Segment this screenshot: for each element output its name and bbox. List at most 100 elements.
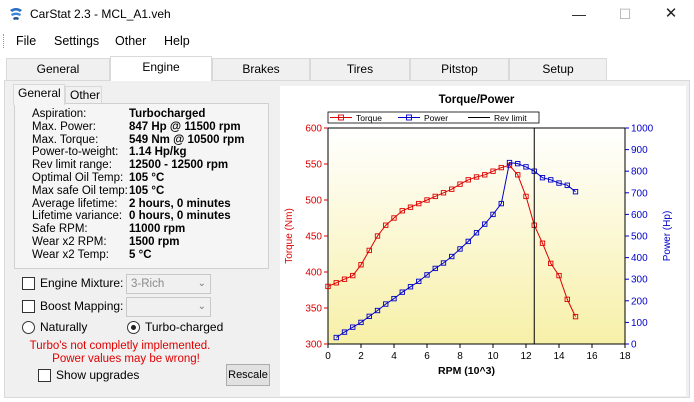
torque-data-point: [333, 280, 339, 286]
y-right-tick-label: 800: [631, 167, 648, 178]
power-data-point: [440, 260, 447, 266]
engine-info-panel: [14, 103, 269, 269]
show-upgrades-checkbox[interactable]: [38, 369, 51, 382]
menu-bar: File Settings Other Help: [0, 30, 694, 52]
subtab-general[interactable]: General: [13, 84, 65, 105]
torque-data-point: [383, 222, 389, 228]
engine-mixture-checkbox[interactable]: [22, 277, 35, 290]
torque-data-point: [341, 276, 348, 282]
app-logo-icon: [10, 8, 22, 20]
torque-data-point: [539, 240, 546, 246]
menu-settings[interactable]: Settings: [54, 34, 100, 48]
x-tick-label: 14: [553, 351, 565, 362]
tab-engine[interactable]: Engine: [110, 56, 212, 81]
turbo-warning-line1: Turbo's not completly implemented.: [29, 340, 211, 352]
rescale-button[interactable]: Rescale: [226, 364, 270, 386]
torque-data-point: [366, 247, 372, 254]
info-value: 11000 rpm: [129, 223, 186, 236]
tab-setup[interactable]: Setup: [509, 58, 607, 80]
torque-data-point: [432, 193, 438, 200]
menu-other[interactable]: Other: [115, 34, 147, 48]
x-tick-label: 2: [358, 351, 364, 362]
y-left-tick-label: 300: [305, 340, 322, 351]
info-key: Wear x2 Temp:: [32, 248, 109, 261]
x-tick-label: 12: [520, 351, 532, 362]
power-data-point: [548, 177, 554, 183]
info-key: Max. Torque:: [32, 133, 99, 146]
boost-mapping-select[interactable]: ⌄: [126, 297, 211, 317]
info-key: Optimal Oil Temp:: [32, 172, 124, 184]
torque-data-point: [548, 260, 554, 267]
torque-data-point: [399, 208, 405, 214]
tab-pitstop[interactable]: Pitstop: [410, 58, 509, 80]
power-data-point: [358, 319, 364, 326]
torque-data-point: [424, 197, 430, 203]
torque-data-point: [490, 168, 496, 174]
x-tick-label: 10: [487, 351, 499, 362]
y-left-tick-label: 500: [305, 196, 322, 207]
turbo-warning-line2: Power values may be wrong!: [52, 353, 200, 365]
power-data-point: [333, 334, 339, 341]
power-data-point: [424, 272, 430, 278]
minimize-button[interactable]: —: [572, 6, 586, 22]
legend-label: Power: [424, 113, 448, 123]
boost-mapping-checkbox[interactable]: [22, 300, 35, 313]
plot-area: [327, 127, 626, 345]
y-left-tick-label: 600: [305, 124, 322, 135]
x-tick-label: 8: [457, 351, 463, 362]
info-key: Average lifetime:: [32, 197, 118, 210]
turbo-charged-radio[interactable]: [127, 321, 140, 334]
power-data-point: [539, 175, 546, 181]
chart-title: Torque/Power: [439, 94, 515, 106]
torque-data-point: [407, 204, 414, 210]
info-value: 105 °C: [129, 184, 165, 197]
power-data-point: [366, 313, 372, 320]
x-axis-label: RPM (10^3): [438, 365, 495, 377]
naturally-radio[interactable]: [22, 321, 35, 334]
torque-data-point: [440, 190, 447, 196]
torque-data-point: [564, 296, 570, 303]
main-tabs: General Engine Brakes Tires Pitstop Setu…: [0, 56, 694, 81]
engine-mixture-label: Engine Mixture:: [40, 276, 124, 290]
tab-tires[interactable]: Tires: [310, 58, 410, 80]
x-tick-label: 18: [619, 351, 631, 362]
tab-general[interactable]: General: [6, 58, 110, 80]
torque-data-point: [416, 200, 422, 207]
menu-help[interactable]: Help: [164, 34, 190, 48]
torque-data-point: [457, 181, 463, 187]
torque-data-point: [449, 186, 455, 192]
power-data-point: [399, 289, 405, 295]
info-value: 12500 - 12500 rpm: [129, 159, 229, 172]
close-button[interactable]: ✕: [664, 5, 678, 22]
info-value: 847 Hp @ 11500 rpm: [129, 120, 241, 133]
power-data-point: [482, 221, 488, 227]
y-left-tick-label: 350: [305, 304, 322, 315]
title-bar: CarStat 2.3 - MCL_A1.veh — ☐ ✕: [0, 0, 694, 30]
torque-power-chart: Torque/Power Torque Power Rev limit 0 2 4 6 8 10 1…: [280, 86, 686, 396]
power-data-point: [490, 211, 496, 218]
torque-data-point: [391, 215, 397, 221]
x-tick-label: 6: [424, 351, 430, 362]
y-right-tick-label: 500: [631, 232, 648, 243]
power-data-point: [391, 295, 397, 302]
info-value: 2 hours, 0 minutes: [129, 197, 231, 210]
power-data-point: [374, 307, 381, 314]
maximize-button[interactable]: ☐: [618, 6, 632, 22]
tab-brakes[interactable]: Brakes: [212, 58, 310, 80]
info-key: Lifetime variance:: [32, 210, 123, 223]
y-right-tick-label: 0: [631, 340, 637, 351]
legend-label: Torque: [356, 113, 382, 123]
power-data-point: [515, 160, 521, 167]
y-right-tick-label: 900: [631, 145, 648, 156]
info-value: 0 hours, 0 minutes: [129, 210, 231, 223]
power-data-point: [556, 180, 562, 186]
menu-file[interactable]: File: [16, 34, 37, 48]
power-data-point: [383, 301, 389, 307]
engine-mixture-select[interactable]: 3-Rich ⌄: [126, 274, 211, 294]
y-right-axis-label: Power (Hp): [662, 211, 673, 262]
torque-power-chart-svg: Torque/Power Torque Power Rev limit 0 2 4 6 8 10 1…: [280, 86, 686, 396]
window-title: CarStat 2.3 - MCL_A1.veh: [30, 7, 171, 21]
subtab-other[interactable]: Other: [65, 86, 102, 104]
x-tick-label: 16: [586, 351, 598, 362]
info-value: 105 °C: [129, 172, 165, 184]
